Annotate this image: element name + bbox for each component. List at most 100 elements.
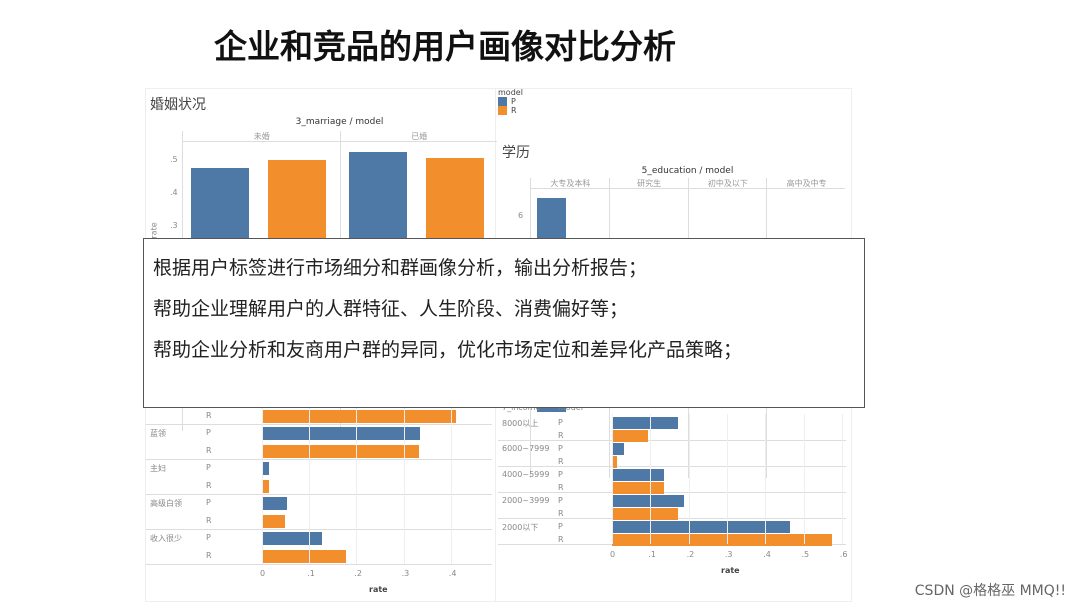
facet-divider [182,141,497,142]
grid-line [403,389,405,564]
category-label: 8000以上 [502,419,539,428]
grid-line [450,389,452,564]
bar-r [262,409,456,423]
grid-line [688,414,690,544]
y-tick-label: .4 [170,188,178,197]
facet-divider [530,188,845,189]
x-tick-label: .1 [307,569,315,578]
row-divider [146,564,492,565]
education-section-title: 学历 [502,145,530,161]
bar-r [262,549,347,563]
category-label: 收入很少 [150,534,182,543]
row-divider [146,424,492,425]
bar-r [612,482,665,494]
marriage-chart-title: 3_marriage / model [295,117,384,127]
grid-line [262,389,263,564]
model-label: R [558,457,564,466]
grid-line [650,414,652,544]
row-divider [146,529,492,530]
legend-swatch-p [498,97,507,106]
summary-line-3: 帮助企业分析和友商用户群的异同，优化市场定位和差异化产品策略； [153,339,743,361]
model-label: R [206,445,212,455]
marriage-section-title: 婚姻状况 [150,97,206,113]
category-label: 2000~3999 [502,496,550,505]
bar-p [612,521,791,533]
x-tick-label: .1 [648,550,656,559]
legend-swatch-r [498,106,507,115]
grid-line [765,414,767,544]
model-label: R [206,480,212,490]
y-tick-label: .3 [170,221,178,230]
x-axis-label: rate [721,566,740,575]
model-label: P [206,463,211,472]
bar-r [262,514,286,528]
bar-r [262,444,419,458]
bar-p [612,443,625,455]
x-tick-label: .3 [401,569,410,578]
grid-line [612,414,613,544]
bar-p [262,462,270,475]
summary-line-1: 根据用户标签进行市场细分和群画像分析，输出分析报告； [153,257,648,279]
page-title: 企业和竞品的用户画像对比分析 [214,27,676,66]
legend-item-p[interactable]: P [498,97,523,106]
bar-r [612,430,649,442]
legend-label-p: P [511,97,516,106]
grid-line [803,414,805,544]
bar-p [612,417,678,429]
y-tick-label: 6 [518,211,524,220]
row-divider [498,440,846,441]
grid-line [309,389,311,564]
y-axis-label: rate [149,222,159,239]
model-label: R [206,515,212,525]
category-label: 主妇 [150,464,166,473]
bar-r [262,479,269,493]
bar-r [612,508,678,520]
model-label: P [558,418,563,427]
bar-r [612,456,617,468]
model-label: P [206,428,211,437]
bar-p [262,497,287,510]
row-divider [146,459,492,460]
model-label: R [558,483,564,492]
legend-title: model [498,88,523,97]
legend: model P R [498,88,523,115]
bar-p [262,532,322,545]
legend-label-r: R [511,106,517,115]
watermark: CSDN @格格巫 MMQ!! [914,583,1066,599]
bar-p [262,427,421,440]
x-tick-label: .6 [839,550,848,559]
category-label: 4000~5999 [502,470,550,479]
category-label: 6000~7999 [502,444,550,453]
summary-box: 根据用户标签进行市场细分和群画像分析，输出分析报告； 帮助企业理解用户的人群特征… [143,238,865,408]
x-tick-label: .4 [763,550,771,559]
model-label: P [558,470,563,479]
grid-line [726,414,728,544]
model-label: P [206,498,211,507]
model-label: P [558,444,563,453]
bar-p [612,495,685,507]
model-label: P [206,533,211,542]
model-label: R [558,535,564,544]
grid-line [841,414,843,544]
x-tick-label: .2 [686,550,695,559]
x-tick-label: .3 [724,550,733,559]
category-label: 2000以下 [502,523,539,532]
x-tick-label: .5 [801,550,810,559]
row-divider [498,466,846,467]
model-label: R [206,550,212,560]
x-axis-label: rate [369,585,388,594]
bar-r [612,534,833,546]
x-tick-label: .2 [354,569,363,578]
summary-line-2: 帮助企业理解用户的人群特征、人生阶段、消费偏好等； [153,298,629,320]
category-label: 高级白领 [150,499,182,508]
model-label: P [558,496,563,505]
x-tick-label: .4 [448,569,457,578]
model-label: R [558,431,564,440]
y-tick-label: .5 [170,155,178,164]
grid-line [356,389,358,564]
category-label: 蓝领 [150,429,166,438]
bar-p [612,469,665,481]
model-label: R [558,509,564,518]
legend-item-r[interactable]: R [498,106,523,115]
x-tick-label: 0 [610,550,616,559]
